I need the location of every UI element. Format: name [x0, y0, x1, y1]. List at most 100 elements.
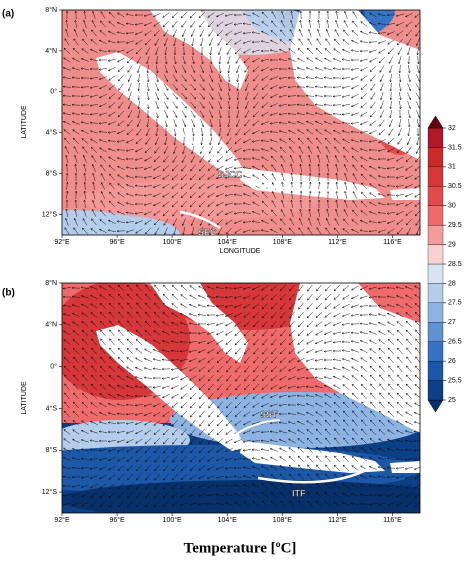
- vector-head: [253, 378, 256, 382]
- vector-head: [299, 190, 303, 193]
- vector-head: [175, 88, 178, 91]
- vector: [351, 84, 359, 90]
- vector: [386, 167, 396, 169]
- vector-head: [225, 324, 228, 327]
- vector-head: [396, 212, 399, 216]
- vector-head: [359, 49, 362, 53]
- vector: [397, 338, 403, 346]
- vector-head: [180, 405, 184, 408]
- vector: [127, 500, 133, 508]
- vector-head: [156, 88, 159, 91]
- vector: [225, 147, 233, 153]
- vector: [226, 137, 232, 145]
- vector-head: [296, 76, 299, 79]
- vector: [128, 92, 132, 100]
- vector-head: [325, 464, 328, 467]
- vector-head: [350, 331, 353, 334]
- vector-head: [388, 383, 391, 386]
- vector: [387, 485, 395, 487]
- vector-head: [288, 369, 291, 372]
- vector-head: [352, 173, 355, 176]
- vector-head: [315, 57, 318, 60]
- vector: [210, 55, 212, 65]
- vector: [236, 119, 240, 127]
- vector-head: [351, 39, 354, 43]
- vector-head: [191, 43, 194, 47]
- vector-head: [108, 165, 111, 168]
- vector: [81, 501, 89, 507]
- vector: [109, 173, 115, 181]
- colorbar-cell: [427, 283, 444, 304]
- vector-head: [126, 375, 129, 379]
- vector-head: [342, 48, 345, 52]
- vector-head: [324, 332, 327, 336]
- vector: [378, 305, 386, 307]
- vector: [207, 201, 215, 207]
- vector-head: [224, 458, 228, 461]
- vector: [65, 218, 69, 226]
- vector-head: [65, 199, 69, 202]
- vector: [252, 140, 260, 142]
- vector: [99, 492, 107, 498]
- vector-head: [82, 155, 86, 158]
- vector-head: [136, 124, 140, 127]
- vector-head: [172, 160, 175, 163]
- vector-head: [296, 67, 300, 70]
- vector: [145, 473, 151, 481]
- vector-head: [207, 24, 211, 28]
- vector-head: [360, 437, 364, 441]
- vector-head: [396, 330, 400, 333]
- vector-head: [271, 343, 274, 346]
- vector-head: [243, 492, 246, 495]
- vector: [360, 375, 368, 381]
- vector-head: [325, 288, 328, 292]
- vector-head: [234, 221, 237, 224]
- vector: [90, 77, 98, 79]
- vector: [332, 95, 342, 97]
- vector: [323, 104, 333, 106]
- vector-head: [202, 97, 205, 100]
- vector: [117, 394, 125, 398]
- vector-head: [134, 158, 138, 161]
- vector-head: [377, 22, 380, 25]
- vector-head: [72, 429, 75, 432]
- vector-head: [200, 43, 203, 47]
- vector: [369, 339, 377, 345]
- vector-head: [234, 231, 237, 234]
- vector-head: [296, 85, 299, 89]
- vector-head: [189, 285, 192, 288]
- vector: [390, 82, 392, 92]
- vector: [190, 401, 196, 409]
- vector: [208, 374, 214, 382]
- vector: [342, 138, 350, 144]
- vector: [217, 383, 223, 391]
- vector: [136, 47, 142, 55]
- vector: [208, 383, 214, 391]
- colorbar-tick-label: 27.5: [448, 300, 462, 307]
- vector: [207, 21, 215, 27]
- vector-head: [118, 79, 121, 82]
- vector: [280, 482, 286, 490]
- vector-head: [153, 432, 156, 435]
- vector-head: [137, 79, 140, 83]
- vector: [369, 139, 377, 143]
- vector-head: [325, 473, 328, 477]
- vector: [279, 439, 287, 443]
- vector: [261, 131, 269, 133]
- vector: [144, 447, 152, 453]
- vector-head: [243, 501, 246, 504]
- vector: [64, 227, 70, 235]
- vector: [279, 375, 287, 381]
- vector: [126, 447, 134, 453]
- vector: [252, 286, 260, 290]
- vector-head: [198, 350, 201, 354]
- vector: [235, 47, 241, 55]
- vector: [153, 156, 161, 162]
- vector: [200, 56, 204, 64]
- vector: [154, 464, 160, 472]
- vector-head: [407, 62, 411, 65]
- vector-head: [260, 139, 263, 142]
- vector-head: [62, 103, 65, 106]
- vector-head: [261, 68, 264, 72]
- vector: [99, 112, 107, 116]
